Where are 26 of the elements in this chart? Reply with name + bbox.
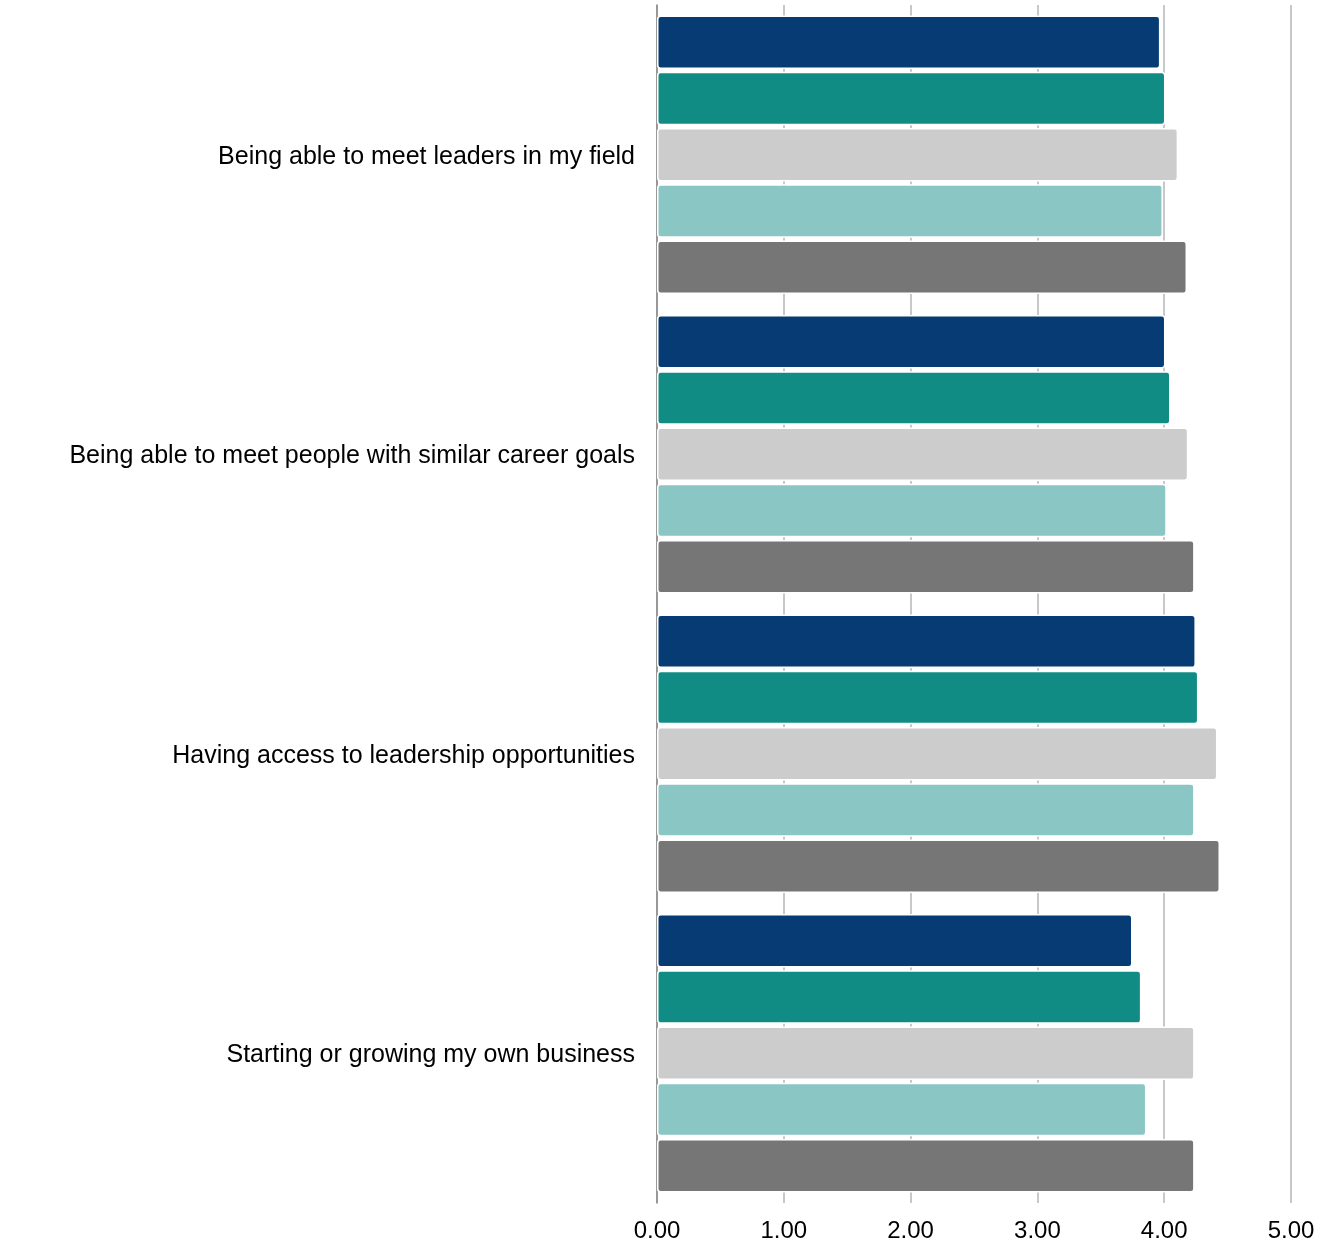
- x-tick-label: 5.00: [1267, 1215, 1315, 1243]
- y-tick-label: Being able to meet people with similar career goals: [69, 440, 635, 469]
- x-tick-label: 0.00: [633, 1215, 681, 1243]
- bar: [657, 614, 1196, 669]
- bar: [657, 839, 1220, 894]
- bar: [657, 539, 1195, 594]
- bar: [657, 71, 1166, 126]
- bar: [657, 970, 1142, 1024]
- bar: [657, 913, 1133, 968]
- x-tick-label: 1.00: [760, 1215, 808, 1243]
- y-tick-label: Being able to meet leaders in my field: [218, 140, 635, 169]
- bar: [657, 670, 1199, 725]
- bar: [657, 1082, 1147, 1137]
- bar: [657, 371, 1171, 425]
- bar: [657, 483, 1167, 538]
- x-tick-label: 4.00: [1140, 1215, 1188, 1243]
- y-tick-label: Having access to leadership opportunities: [172, 739, 635, 768]
- x-tick-label: 3.00: [1014, 1215, 1061, 1243]
- bar: [657, 783, 1195, 837]
- bar: [657, 184, 1163, 238]
- x-tick-label: 2.00: [887, 1215, 934, 1243]
- y-tick-label: Starting or growing my own business: [226, 1039, 635, 1068]
- bar: [657, 1138, 1195, 1193]
- bar: [657, 15, 1161, 70]
- bar: [657, 314, 1166, 369]
- bar: [657, 240, 1188, 295]
